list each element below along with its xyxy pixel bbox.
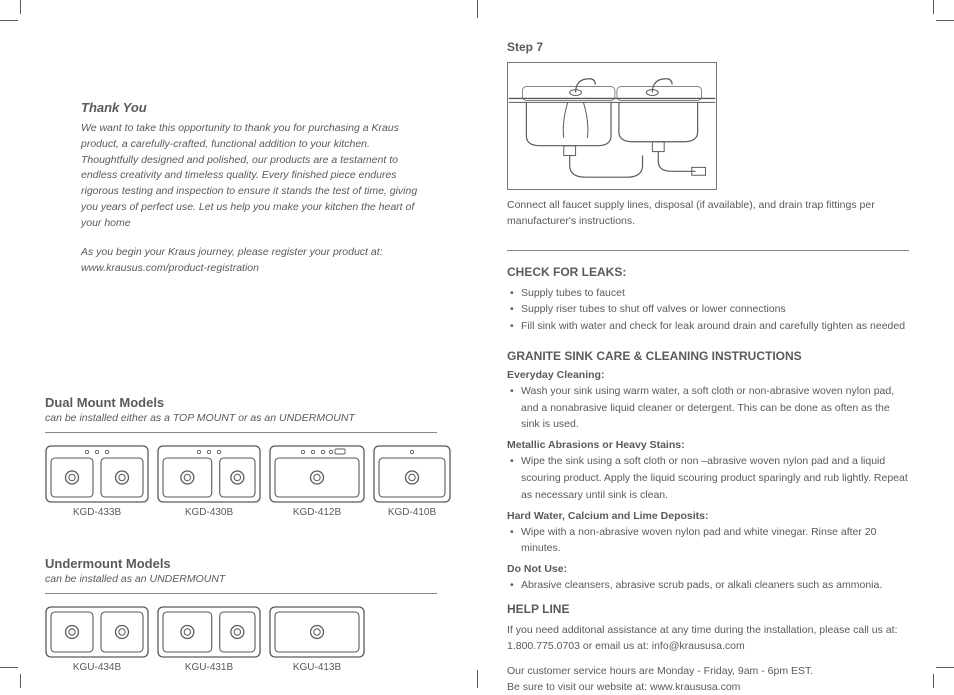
care-label: Everyday Cleaning:: [507, 369, 909, 381]
help-p3: Be sure to visit our website at: www.kra…: [507, 679, 909, 695]
leaks-item: Supply riser tubes to shut off valves or…: [507, 301, 909, 318]
model-label: KGD-412B: [293, 507, 341, 518]
care-label: Hard Water, Calcium and Lime Deposits:: [507, 510, 909, 522]
care-item-list: Wipe the sink using a soft cloth or non …: [507, 453, 909, 503]
help-title: HELP LINE: [507, 602, 909, 616]
step-caption: Connect all faucet supply lines, disposa…: [507, 198, 909, 230]
sink-model: KGU-431B: [157, 606, 261, 673]
divider: [507, 250, 909, 251]
sink-model: KGD-410B: [373, 445, 451, 518]
divider: [45, 593, 437, 594]
sink-model: KGD-412B: [269, 445, 365, 518]
help-p2: Our customer service hours are Monday - …: [507, 663, 909, 679]
care-item: Abrasive cleansers, abrasive scrub pads,…: [507, 577, 909, 594]
model-label: KGD-410B: [388, 507, 436, 518]
undermount-title: Undermount Models: [45, 556, 437, 571]
leaks-item: Supply tubes to faucet: [507, 285, 909, 302]
divider: [45, 432, 437, 433]
care-item: Wipe with a non-abrasive woven nylon pad…: [507, 524, 909, 558]
step-title: Step 7: [507, 40, 909, 54]
register-line2: www.krausus.com/product-registration: [81, 262, 259, 274]
step-diagram: [507, 62, 717, 190]
care-item-list: Abrasive cleansers, abrasive scrub pads,…: [507, 577, 909, 594]
thank-you-block: Thank You We want to take this opportuni…: [81, 100, 421, 277]
register-line1: As you begin your Kraus journey, please …: [81, 246, 383, 258]
sink-model: KGU-434B: [45, 606, 149, 673]
sink-model: KGU-413B: [269, 606, 365, 673]
care-item: Wipe the sink using a soft cloth or non …: [507, 453, 909, 503]
thank-you-title: Thank You: [81, 100, 421, 115]
help-p1: If you need additonal assistance at any …: [507, 622, 909, 655]
model-label: KGU-431B: [185, 662, 233, 673]
thank-you-body: We want to take this opportunity to than…: [81, 121, 421, 231]
leaks-list: Supply tubes to faucetSupply riser tubes…: [507, 285, 909, 335]
undermount-subtitle: can be installed as an UNDERMOUNT: [45, 573, 437, 585]
dual-mount-title: Dual Mount Models: [45, 395, 437, 410]
care-item: Wash your sink using warm water, a soft …: [507, 383, 909, 433]
sink-model: KGD-430B: [157, 445, 261, 518]
sink-model: KGD-433B: [45, 445, 149, 518]
dual-mount-subtitle: can be installed either as a TOP MOUNT o…: [45, 412, 437, 424]
leaks-item: Fill sink with water and check for leak …: [507, 318, 909, 335]
under-model-row: KGU-434B KGU-431B KGU-413B: [45, 606, 437, 673]
care-label: Do Not Use:: [507, 563, 909, 575]
page-right: Step 7 Conn: [477, 0, 954, 688]
care-label: Metallic Abrasions or Heavy Stains:: [507, 439, 909, 451]
care-sections: Everyday Cleaning: Wash your sink using w…: [507, 369, 909, 594]
model-label: KGD-430B: [185, 507, 233, 518]
dual-model-row: KGD-433B KGD-430B KGD-412B KGD-410B: [45, 445, 437, 518]
care-title: GRANITE SINK CARE & CLEANING INSTRUCTION…: [507, 349, 909, 363]
care-item-list: Wash your sink using warm water, a soft …: [507, 383, 909, 433]
care-item-list: Wipe with a non-abrasive woven nylon pad…: [507, 524, 909, 558]
model-label: KGU-434B: [73, 662, 121, 673]
model-label: KGD-433B: [73, 507, 121, 518]
register-text: As you begin your Kraus journey, please …: [81, 245, 421, 277]
page-left: Thank You We want to take this opportuni…: [0, 0, 477, 688]
leaks-title: CHECK FOR LEAKS:: [507, 265, 909, 279]
model-label: KGU-413B: [293, 662, 341, 673]
